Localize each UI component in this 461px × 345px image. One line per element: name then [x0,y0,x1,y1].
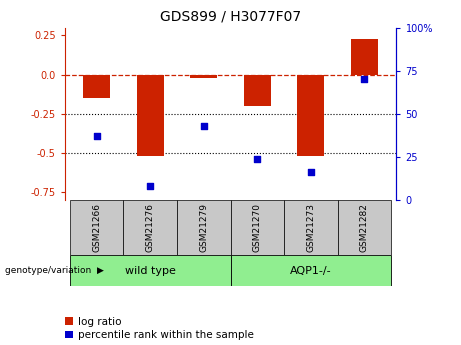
Text: genotype/variation  ▶: genotype/variation ▶ [5,266,103,275]
Bar [351,39,378,75]
Text: GSM21276: GSM21276 [146,203,155,252]
Text: GSM21270: GSM21270 [253,203,262,252]
Bar [124,200,177,255]
Point [200,123,207,129]
Title: GDS899 / H3077F07: GDS899 / H3077F07 [160,10,301,24]
Bar [284,200,337,255]
Bar [137,75,164,156]
Text: GSM21279: GSM21279 [199,203,208,252]
Bar [230,200,284,255]
Bar [244,75,271,106]
Bar [70,255,230,286]
Bar [297,75,324,156]
Legend: log ratio, percentile rank within the sample: log ratio, percentile rank within the sa… [65,317,254,340]
Point [93,134,100,139]
Point [147,184,154,189]
Point [307,170,314,175]
Text: AQP1-/-: AQP1-/- [290,266,331,276]
Bar [337,200,391,255]
Text: wild type: wild type [125,266,176,276]
Point [361,77,368,82]
Bar [230,255,391,286]
Text: GSM21273: GSM21273 [306,203,315,252]
Bar [190,75,217,78]
Text: GSM21266: GSM21266 [92,203,101,252]
Point [254,156,261,161]
Text: GSM21282: GSM21282 [360,203,369,252]
Bar [70,200,124,255]
Bar [83,75,110,98]
Bar [177,200,230,255]
